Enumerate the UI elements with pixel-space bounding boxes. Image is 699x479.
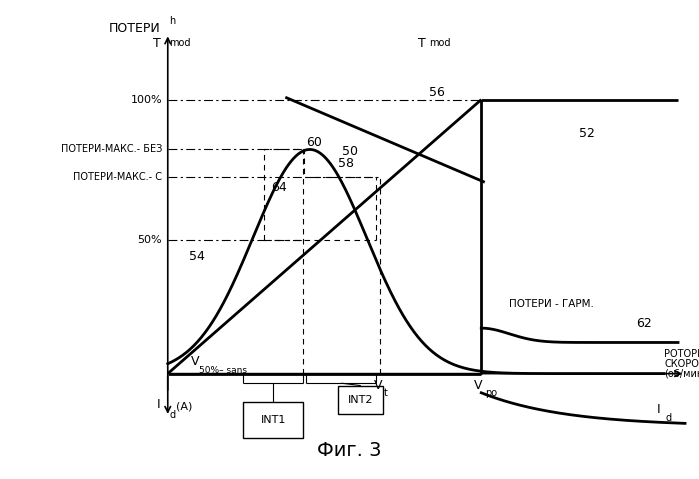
Text: T: T — [419, 36, 426, 50]
Text: h: h — [169, 16, 175, 26]
Text: 54: 54 — [189, 250, 205, 263]
Text: 50%: 50% — [138, 235, 162, 245]
Text: 60: 60 — [306, 136, 322, 149]
Text: ПОТЕРИ: ПОТЕРИ — [109, 22, 161, 35]
Text: V: V — [375, 379, 383, 392]
Text: (А): (А) — [176, 401, 192, 411]
Text: V: V — [191, 355, 199, 368]
Bar — [338, 386, 384, 414]
Text: V: V — [475, 379, 483, 392]
Bar — [243, 402, 303, 438]
Text: 50: 50 — [342, 145, 357, 158]
Text: ПОТЕРИ-МАКС.- БЕЗ: ПОТЕРИ-МАКС.- БЕЗ — [61, 145, 162, 154]
Text: mod: mod — [169, 38, 191, 48]
Text: INT2: INT2 — [348, 395, 373, 405]
Text: T: T — [153, 36, 161, 50]
Text: 52: 52 — [579, 126, 595, 140]
Text: ПОТЕРИ - ГАРМ.: ПОТЕРИ - ГАРМ. — [510, 299, 594, 309]
Text: I: I — [657, 403, 661, 416]
Text: mod: mod — [429, 38, 450, 48]
Text: 58: 58 — [338, 157, 354, 170]
Text: d: d — [169, 410, 175, 420]
Text: 50%– sans: 50%– sans — [199, 366, 247, 376]
Text: t: t — [384, 388, 387, 398]
Text: 62: 62 — [636, 317, 652, 330]
Text: po: po — [485, 388, 497, 398]
Text: 100%: 100% — [131, 95, 162, 104]
Text: 56: 56 — [429, 86, 445, 99]
Text: I: I — [157, 398, 161, 411]
Text: Фиг. 3: Фиг. 3 — [317, 441, 382, 460]
Text: ПОТЕРИ-МАКС.- С: ПОТЕРИ-МАКС.- С — [73, 172, 162, 182]
Text: РОТОРНАЯ: РОТОРНАЯ — [664, 350, 699, 359]
Text: d: d — [665, 413, 672, 423]
Text: (об/мин): (об/мин) — [664, 369, 699, 378]
Text: INT1: INT1 — [261, 415, 286, 425]
Text: 64: 64 — [271, 181, 287, 194]
Text: СКОРОСТЬ: СКОРОСТЬ — [664, 359, 699, 369]
